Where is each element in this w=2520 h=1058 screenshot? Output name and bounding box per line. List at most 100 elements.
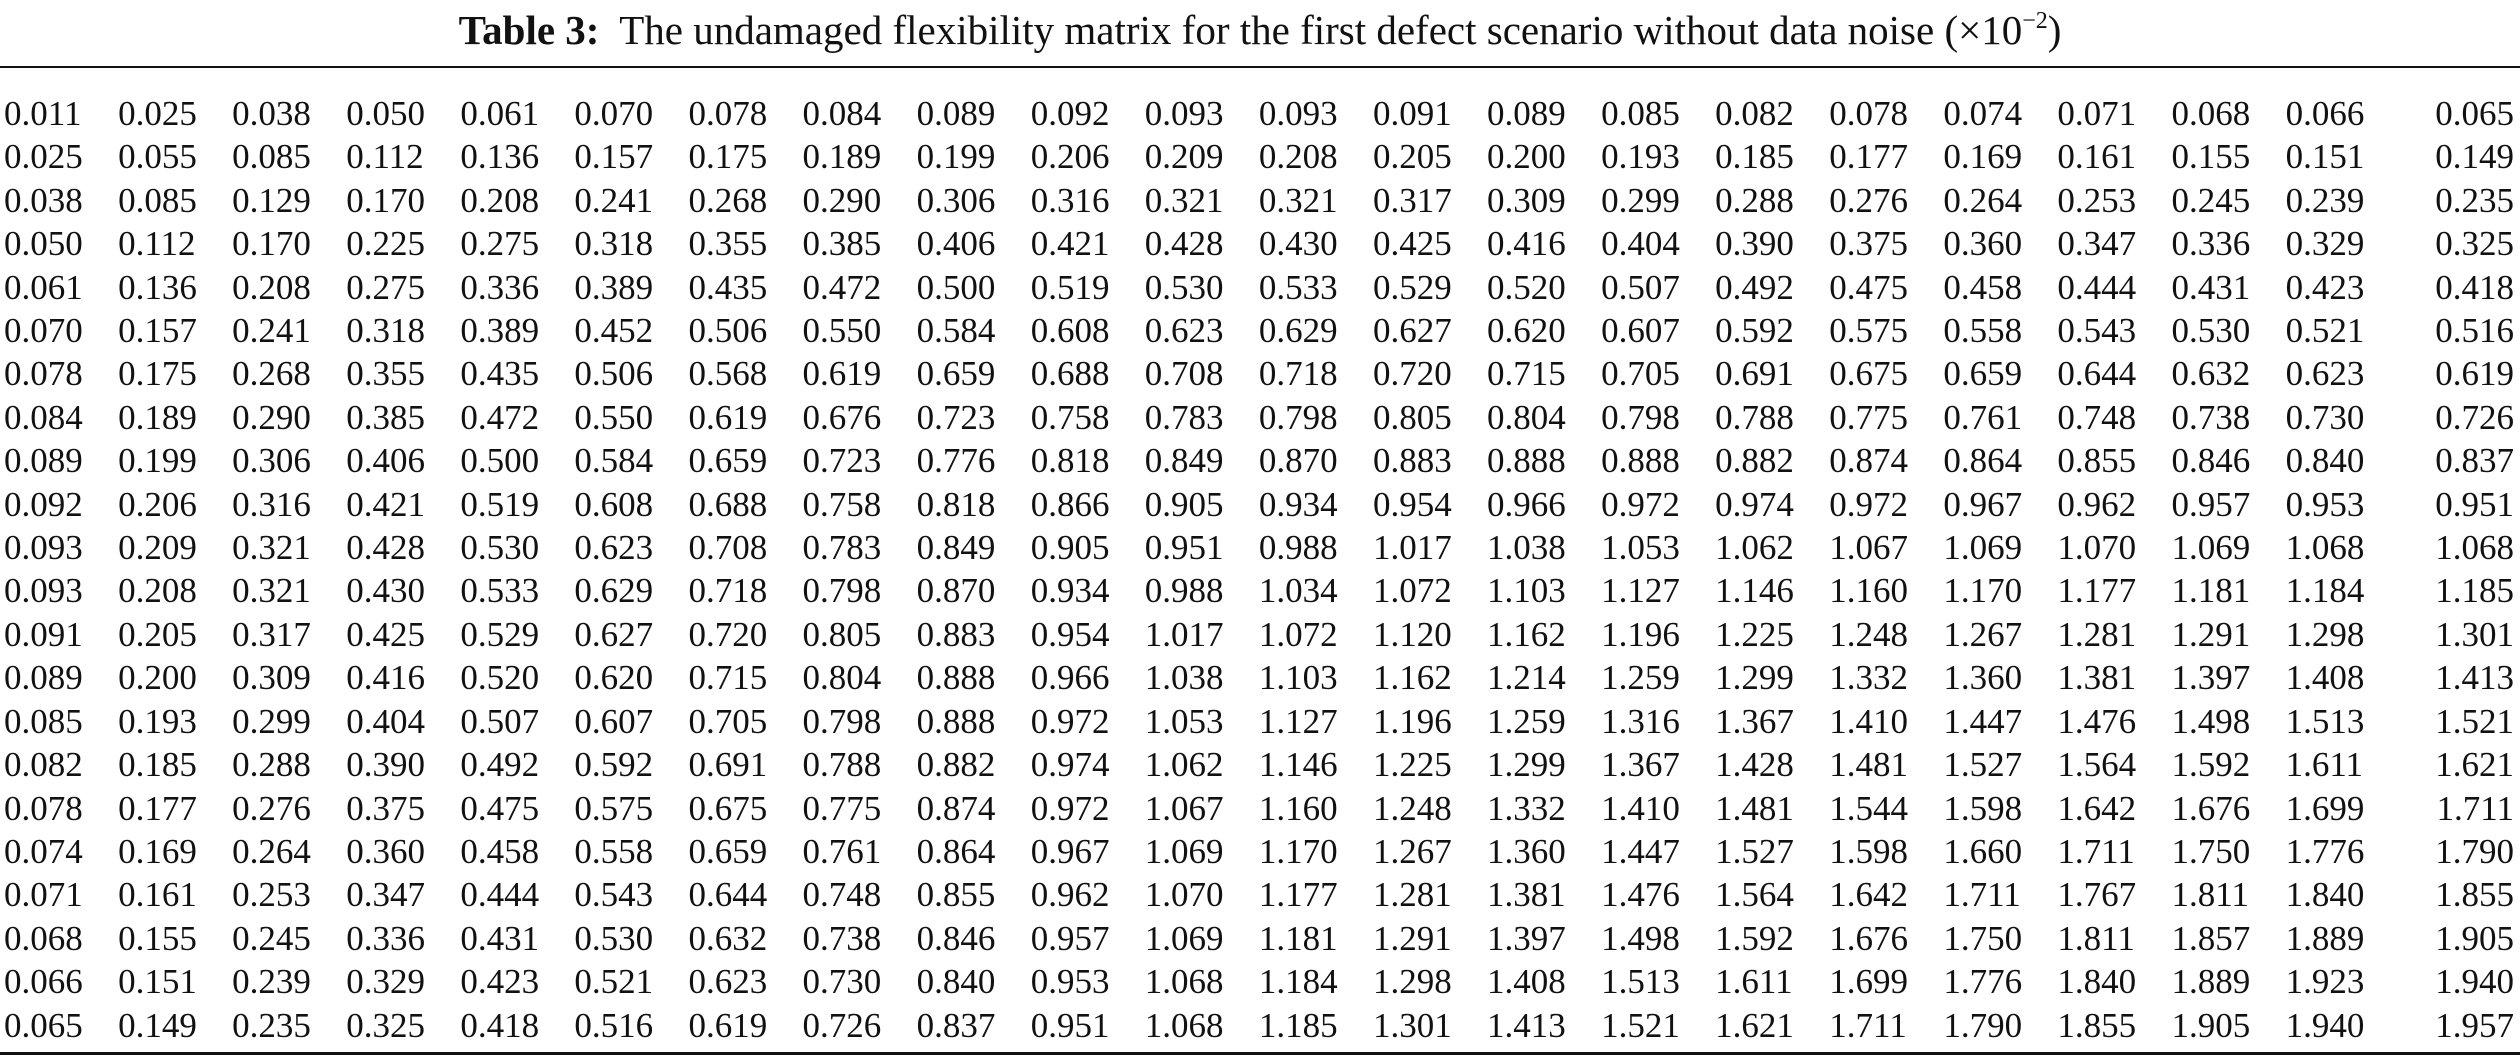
table-cell: 1.225 xyxy=(1715,614,1794,654)
table-cell: 1.068 xyxy=(2285,528,2365,568)
table-cell: 1.840 xyxy=(2057,962,2137,1002)
table-cell: 0.516 xyxy=(574,1005,654,1045)
table-cell: 0.275 xyxy=(460,224,540,264)
table-cell: 0.065 xyxy=(4,1005,83,1045)
table-cell: 0.543 xyxy=(2057,311,2137,351)
table-cell: 0.309 xyxy=(232,658,311,698)
table-cell: 0.837 xyxy=(2435,441,2514,481)
table-cell: 1.184 xyxy=(2285,571,2365,611)
table-cell: 0.093 xyxy=(4,571,83,611)
table-cell: 0.074 xyxy=(4,831,83,871)
table-cell: 0.235 xyxy=(2435,180,2514,220)
table-cell: 1.397 xyxy=(2171,658,2251,698)
table-cell: 0.085 xyxy=(1601,94,1680,133)
table-cell: 1.291 xyxy=(1372,918,1452,958)
table-cell: 0.050 xyxy=(4,224,83,264)
table-cell: 0.189 xyxy=(118,397,197,437)
table-cell: 1.564 xyxy=(2057,745,2137,785)
table-cell: 0.530 xyxy=(460,528,540,568)
table-cell: 0.492 xyxy=(1715,267,1794,307)
table-cell: 0.592 xyxy=(1715,311,1794,351)
table-cell: 0.275 xyxy=(346,267,425,307)
table-cell: 1.360 xyxy=(1943,658,2023,698)
table-cell: 1.160 xyxy=(1829,571,1908,611)
table-cell: 0.325 xyxy=(346,1005,425,1045)
table-caption: Table 3: The undamaged flexibility matri… xyxy=(0,2,2520,58)
table-cell: 1.381 xyxy=(2057,658,2137,698)
table-cell: 0.288 xyxy=(232,745,311,785)
table-cell: 0.492 xyxy=(460,745,540,785)
table-cell: 0.444 xyxy=(460,875,540,915)
table-cell: 1.476 xyxy=(2057,701,2137,741)
table-cell: 0.245 xyxy=(2171,180,2251,220)
table-cell: 0.065 xyxy=(2435,94,2514,133)
table-cell: 0.500 xyxy=(916,267,996,307)
table-cell: 0.241 xyxy=(232,311,311,351)
table-cell: 0.151 xyxy=(2285,137,2365,177)
table-cell: 1.072 xyxy=(1258,614,1338,654)
table-cell: 0.093 xyxy=(4,528,83,568)
table-cell: 0.318 xyxy=(574,224,654,264)
table-cell: 1.067 xyxy=(1829,528,1908,568)
table-cell: 0.225 xyxy=(346,224,425,264)
table-cell: 0.169 xyxy=(1943,137,2023,177)
table-cell: 0.347 xyxy=(346,875,425,915)
table-cell: 0.306 xyxy=(232,441,311,481)
table-cell: 0.659 xyxy=(916,354,996,394)
table-cell: 0.874 xyxy=(916,788,996,828)
table-cell: 0.430 xyxy=(346,571,425,611)
table-cell: 0.208 xyxy=(118,571,197,611)
table-cell: 0.089 xyxy=(4,441,83,481)
table-cell: 0.084 xyxy=(4,397,83,437)
table-cell: 0.425 xyxy=(346,614,425,654)
table-cell: 0.193 xyxy=(118,701,197,741)
table-cell: 0.025 xyxy=(4,137,83,177)
table-row: 0.078 0.177 0.276 0.375 0.475 0.575 0.675 0.775… xyxy=(4,787,2514,830)
table-row: 0.089 0.199 0.306 0.406 0.500 0.584 0.659 0.723… xyxy=(4,439,2514,482)
table-cell: 0.092 xyxy=(1030,94,1110,133)
table-cell: 0.155 xyxy=(118,918,197,958)
table-row: 0.093 0.209 0.321 0.428 0.530 0.623 0.708 0.783… xyxy=(4,526,2514,569)
table-cell: 0.972 xyxy=(1030,788,1110,828)
table-cell: 1.267 xyxy=(1943,614,2023,654)
table-cell: 0.161 xyxy=(2057,137,2137,177)
table-cell: 0.245 xyxy=(232,918,311,958)
table-cell: 0.360 xyxy=(1943,224,2023,264)
table-cell: 1.185 xyxy=(2435,571,2514,611)
table-cell: 0.592 xyxy=(574,745,654,785)
table-cell: 0.758 xyxy=(1030,397,1110,437)
table-cell: 0.676 xyxy=(802,397,882,437)
table-cell: 0.659 xyxy=(688,441,768,481)
table-cell: 0.533 xyxy=(1258,267,1338,307)
table-cell: 0.738 xyxy=(2171,397,2251,437)
table-cell: 0.423 xyxy=(460,962,540,1002)
table-cell: 1.699 xyxy=(1829,962,1908,1002)
table-cell: 0.804 xyxy=(1487,397,1566,437)
table-cell: 0.336 xyxy=(346,918,425,958)
table-cell: 0.136 xyxy=(460,137,540,177)
table-cell: 1.855 xyxy=(2435,875,2514,915)
table-cell: 0.458 xyxy=(460,831,540,871)
table-cell: 0.276 xyxy=(1829,180,1908,220)
caption-exponent: −2 xyxy=(2022,8,2048,34)
table-cell: 1.621 xyxy=(2435,745,2514,785)
table-cell: 0.883 xyxy=(1372,441,1452,481)
table-cell: 0.507 xyxy=(1601,267,1680,307)
table-cell: 1.301 xyxy=(1372,1005,1452,1045)
table-cell: 0.200 xyxy=(118,658,197,698)
table-cell: 1.070 xyxy=(2057,528,2137,568)
table-cell: 1.367 xyxy=(1601,745,1680,785)
table-cell: 0.336 xyxy=(2171,224,2251,264)
table-cell: 0.620 xyxy=(574,658,654,698)
table-row: 0.050 0.112 0.170 0.225 0.275 0.318 0.355 0.385… xyxy=(4,222,2514,265)
table-cell: 0.675 xyxy=(688,788,768,828)
table-cell: 0.093 xyxy=(1144,94,1224,133)
table-cell: 0.038 xyxy=(4,180,83,220)
table-cell: 0.025 xyxy=(118,94,197,133)
table-cell: 0.788 xyxy=(802,745,882,785)
table-cell: 0.758 xyxy=(802,484,882,524)
table-cell: 0.428 xyxy=(346,528,425,568)
table-cell: 0.730 xyxy=(2285,397,2365,437)
table-cell: 0.418 xyxy=(460,1005,540,1045)
table-cell: 0.951 xyxy=(1144,528,1224,568)
